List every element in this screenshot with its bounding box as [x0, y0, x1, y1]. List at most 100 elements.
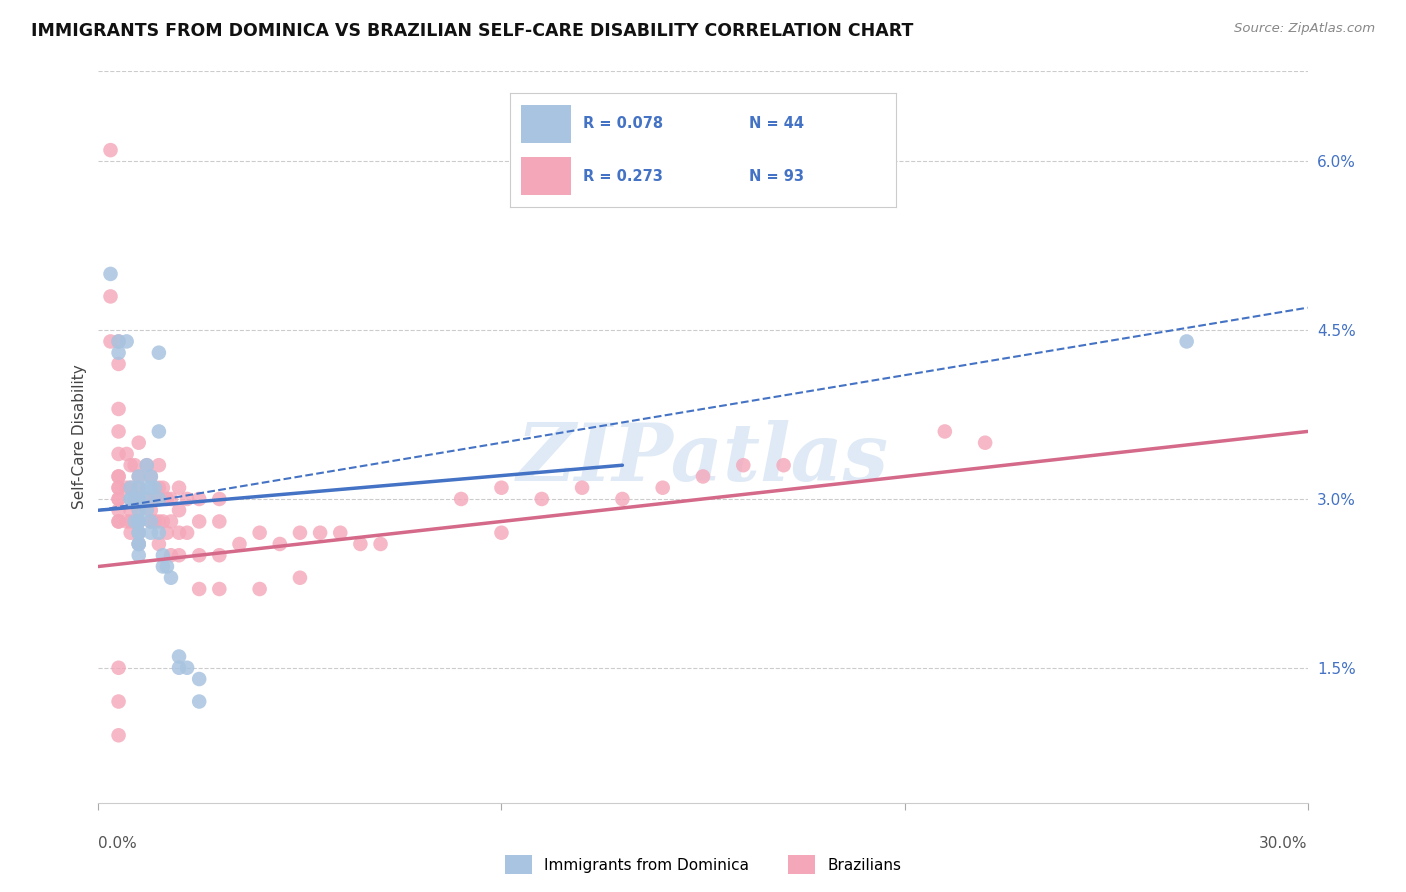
Point [152, 481, 174, 495]
Point [167, 649, 190, 664]
Point [167, 548, 190, 562]
Point [139, 481, 162, 495]
Point [107, 469, 129, 483]
Point [128, 491, 150, 506]
Point [167, 525, 190, 540]
Point [107, 661, 129, 675]
Point [107, 515, 129, 529]
Point [107, 425, 129, 439]
Point [120, 491, 142, 506]
Point [148, 425, 170, 439]
Point [208, 491, 231, 506]
Point [107, 481, 129, 495]
Point [160, 491, 183, 506]
Point [128, 503, 150, 517]
Point [107, 357, 129, 371]
Point [128, 515, 150, 529]
Point [176, 661, 198, 675]
Point [128, 503, 150, 517]
Point [128, 435, 150, 450]
Point [139, 469, 162, 483]
Point [228, 537, 250, 551]
Point [167, 503, 190, 517]
Point [100, 267, 122, 281]
Text: 30.0%: 30.0% [1260, 836, 1308, 851]
Point [188, 548, 211, 562]
Point [571, 481, 593, 495]
Point [115, 334, 138, 349]
Point [156, 491, 179, 506]
Point [934, 425, 956, 439]
Point [167, 481, 190, 495]
Point [107, 491, 129, 506]
Point [135, 491, 157, 506]
Point [128, 469, 150, 483]
Point [152, 515, 174, 529]
Point [107, 447, 129, 461]
Point [148, 525, 170, 540]
Point [128, 481, 150, 495]
Point [128, 469, 150, 483]
Point [176, 525, 198, 540]
Text: ZIPatlas: ZIPatlas [517, 420, 889, 498]
Point [176, 491, 198, 506]
Point [124, 515, 146, 529]
Point [139, 515, 162, 529]
Point [135, 458, 157, 473]
Point [139, 515, 162, 529]
Point [152, 548, 174, 562]
Point [208, 582, 231, 596]
Point [107, 503, 129, 517]
Text: 0.0%: 0.0% [98, 836, 138, 851]
Point [269, 537, 291, 551]
Point [208, 515, 231, 529]
Point [128, 525, 150, 540]
Point [107, 694, 129, 708]
Point [651, 481, 673, 495]
Point [733, 458, 755, 473]
Point [148, 515, 170, 529]
Point [152, 559, 174, 574]
Point [208, 548, 231, 562]
Text: IMMIGRANTS FROM DOMINICA VS BRAZILIAN SELF-CARE DISABILITY CORRELATION CHART: IMMIGRANTS FROM DOMINICA VS BRAZILIAN SE… [31, 22, 914, 40]
Point [309, 525, 332, 540]
Point [530, 491, 553, 506]
Point [772, 458, 794, 473]
Point [160, 515, 183, 529]
Point [156, 559, 179, 574]
Point [124, 491, 146, 506]
Point [167, 661, 190, 675]
Point [974, 435, 997, 450]
Point [100, 334, 122, 349]
Point [107, 491, 129, 506]
Point [288, 571, 311, 585]
Point [120, 491, 142, 506]
Point [100, 289, 122, 303]
Point [139, 525, 162, 540]
Point [115, 447, 138, 461]
Point [128, 491, 150, 506]
Legend: Immigrants from Dominica, Brazilians: Immigrants from Dominica, Brazilians [499, 849, 907, 880]
Point [107, 345, 129, 359]
Point [107, 334, 129, 349]
Point [148, 491, 170, 506]
Point [148, 491, 170, 506]
Point [124, 458, 146, 473]
Point [128, 491, 150, 506]
Point [120, 515, 142, 529]
Point [148, 458, 170, 473]
Point [329, 525, 352, 540]
Point [107, 481, 129, 495]
Point [135, 458, 157, 473]
Point [160, 548, 183, 562]
Point [107, 515, 129, 529]
Y-axis label: Self-Care Disability: Self-Care Disability [72, 365, 87, 509]
Point [107, 334, 129, 349]
Point [188, 672, 211, 686]
Point [120, 481, 142, 495]
Point [139, 503, 162, 517]
Point [188, 694, 211, 708]
Point [107, 728, 129, 742]
Point [128, 537, 150, 551]
Point [1175, 334, 1198, 349]
